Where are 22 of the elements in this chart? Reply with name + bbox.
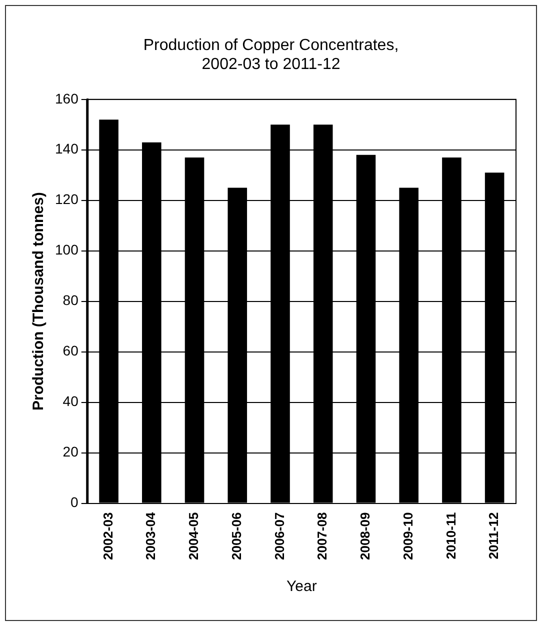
y-tick-label: 60 — [62, 342, 79, 359]
y-tick-label: 80 — [62, 292, 79, 308]
y-tick-label: 40 — [62, 393, 79, 410]
x-tick-label: 2009-10 — [400, 512, 416, 560]
x-tick-label: 2008-09 — [358, 512, 373, 560]
x-axis-title: Year — [286, 578, 317, 596]
y-tick-label: 160 — [55, 90, 79, 106]
x-tick-label: 2006-07 — [272, 512, 287, 560]
y-tick-label: 140 — [55, 140, 79, 157]
y-axis-title: Production (Thousand tonnes) — [30, 192, 48, 411]
x-tick-label: 2010-11 — [443, 512, 458, 560]
x-tick-label: 2004-05 — [186, 512, 202, 560]
y-tick-label: 120 — [55, 191, 79, 208]
y-tick-label: 100 — [55, 242, 79, 258]
y-tick-label: 0 — [70, 494, 79, 510]
x-tick-label: 2007-08 — [314, 512, 330, 560]
x-tick-label: 2005-06 — [228, 512, 244, 560]
chart-title: Production of Copper Concentrates, 2002-03 to 2011-12 — [143, 37, 399, 74]
y-tick-label: 20 — [62, 444, 79, 460]
x-tick-label: 2002-03 — [100, 512, 116, 560]
x-tick-label: 2003-04 — [143, 512, 158, 560]
x-tick-label: 2011-12 — [486, 512, 502, 560]
